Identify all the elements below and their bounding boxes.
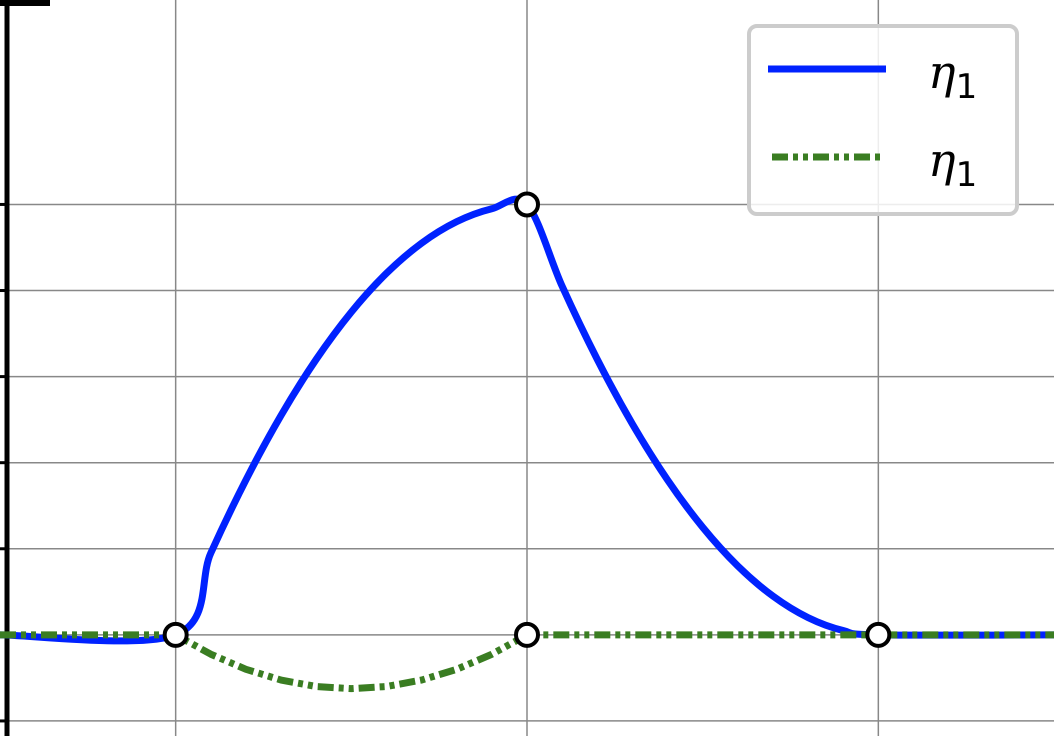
node-marker-2 (514, 621, 540, 648)
legend-box (747, 24, 1019, 216)
node-marker-1 (514, 191, 540, 218)
y-axis (0, 0, 50, 736)
node-markers (162, 191, 892, 648)
legend: η1 η1 (747, 24, 1019, 216)
legend-label-series-2: η1 (928, 133, 977, 195)
node-marker-3 (865, 621, 892, 648)
node-marker-0 (162, 621, 189, 648)
legend-label-series-1: η1 (928, 45, 977, 107)
